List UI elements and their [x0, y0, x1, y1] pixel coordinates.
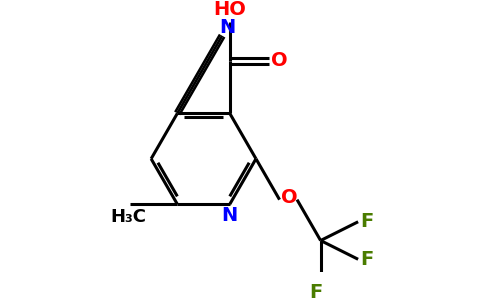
Text: H₃C: H₃C — [110, 208, 147, 226]
Text: N: N — [222, 206, 238, 225]
Text: O: O — [281, 188, 298, 207]
Text: F: F — [360, 212, 374, 231]
Text: F: F — [310, 284, 323, 300]
Text: F: F — [360, 250, 374, 269]
Text: O: O — [271, 51, 288, 70]
Text: HO: HO — [213, 0, 246, 19]
Text: N: N — [219, 18, 235, 37]
